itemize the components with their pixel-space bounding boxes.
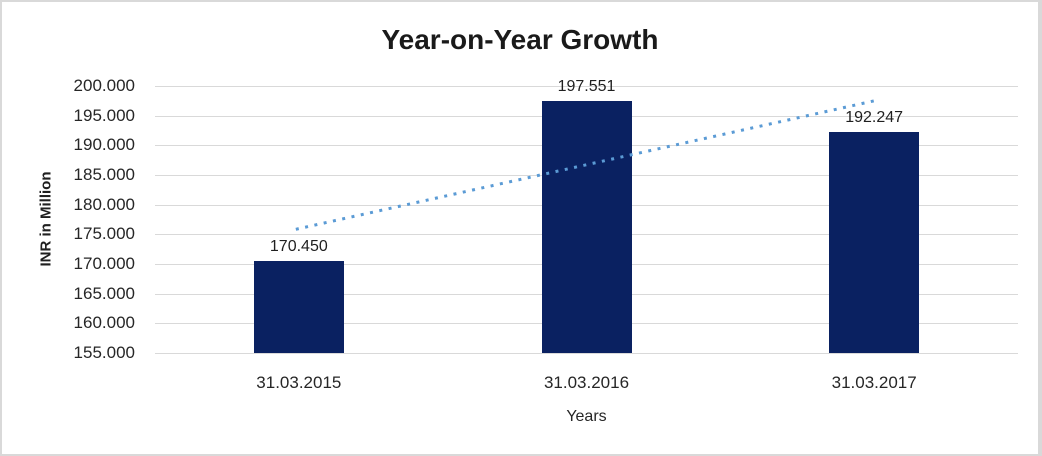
x-tick-label: 31.03.2016 [543, 373, 630, 392]
bar-data-label: 197.551 [557, 77, 616, 95]
y-tick-label: 165.000 [73, 283, 135, 303]
y-tick-label: 170.000 [73, 254, 135, 273]
gridline [155, 353, 1018, 354]
y-tick-label: 175.000 [73, 224, 135, 244]
y-tick-label: 155.000 [73, 343, 135, 362]
y-axis-title-text: INR in Million [37, 171, 55, 267]
y-tick-label: 195.000 [73, 105, 135, 125]
bar-31.03.2017 [829, 132, 920, 353]
bar-31.03.2016 [541, 100, 632, 353]
x-axis-title: Years [566, 408, 607, 425]
x-tick-label: 31.03.2017 [831, 373, 917, 392]
y-tick-label: 185.000 [73, 165, 135, 184]
y-tick-label: 190.000 [73, 135, 135, 155]
y-tick-label: 160.000 [73, 313, 135, 333]
bar-31.03.2015 [253, 261, 344, 353]
x-tick-label: 31.03.2015 [256, 373, 342, 392]
bar-data-label: 192.247 [845, 109, 904, 126]
chart-title: Year-on-Year Growth [381, 24, 659, 55]
y-tick-label: 180.000 [73, 194, 135, 214]
gridline [155, 86, 1018, 87]
y-tick-label: 200.000 [73, 76, 135, 95]
bar-data-label: 170.450 [269, 238, 328, 256]
